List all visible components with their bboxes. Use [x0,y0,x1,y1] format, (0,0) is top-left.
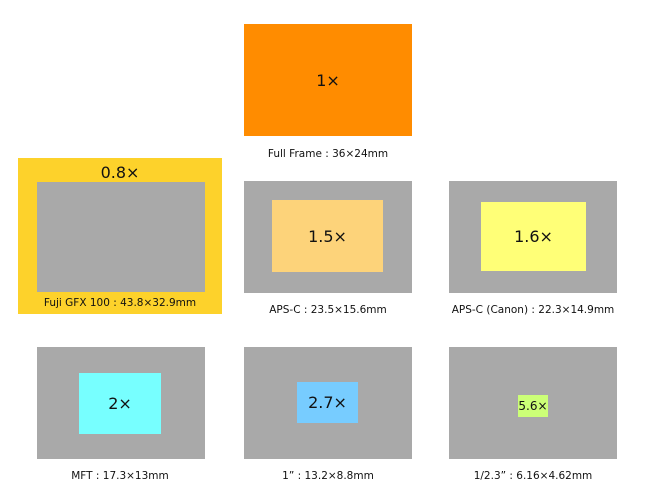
sensor-label: Full Frame : 36×24mm [267,148,389,160]
sensor-label: Fuji GFX 100 : 43.8×32.9mm [43,297,197,309]
sensor-aps-c: 1.5× [272,200,383,272]
full-frame-reference [37,182,205,292]
sensor-one-inch: 2.7× [297,382,358,423]
sensor-label: APS-C (Canon) : 22.3×14.9mm [451,304,615,316]
sensor-one-2-3-inch: 5.6× [518,395,548,417]
sensor-aps-c-canon: 1.6× [481,202,586,271]
sensor-label: 1” : 13.2×8.8mm [282,470,374,482]
sensor-full-frame: 1× [244,24,412,136]
sensor-mft: 2× [79,373,161,434]
sensor-label: APS-C : 23.5×15.6mm [269,304,387,316]
sensor-label: 1/2.3” : 6.16×4.62mm [473,470,593,482]
crop-factor: 0.8× [100,162,140,182]
sensor-label: MFT : 17.3×13mm [71,470,169,482]
